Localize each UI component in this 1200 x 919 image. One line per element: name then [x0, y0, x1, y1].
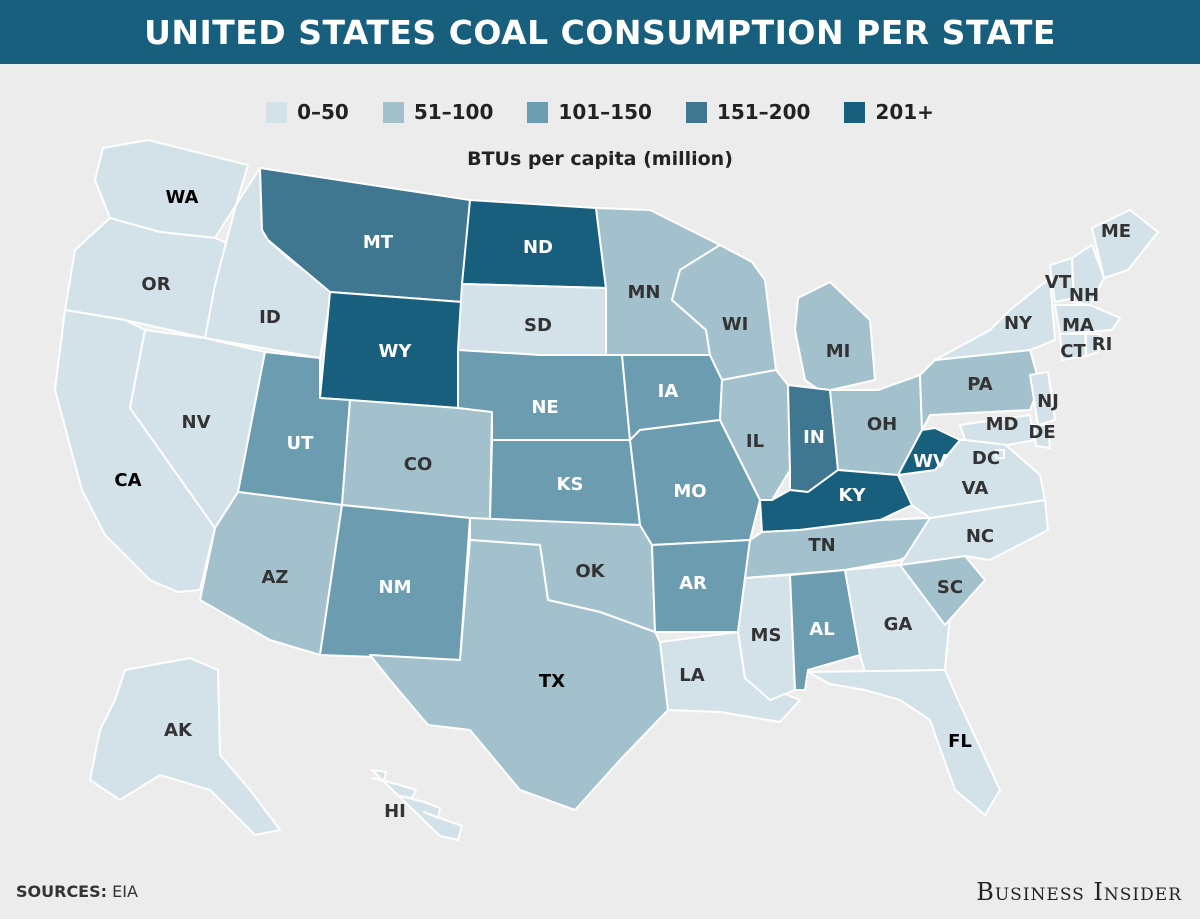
state-label-nd: ND: [523, 237, 553, 258]
legend-label: 201+: [875, 100, 934, 124]
state-label-md: MD: [986, 414, 1019, 435]
state-nj: [1029, 371, 1056, 426]
state-label-nh: NH: [1069, 285, 1099, 306]
legend-label: 101–150: [558, 100, 652, 124]
legend-item: 201+: [844, 100, 934, 124]
legend-label: 51–100: [413, 100, 494, 124]
state-md: [959, 414, 1035, 446]
state-label-me: ME: [1101, 221, 1131, 242]
state-label-ak: AK: [164, 720, 193, 741]
legend: 0–50 51–100 101–150 151–200 201+: [0, 100, 1200, 124]
legend-label: 151–200: [716, 100, 811, 124]
state-label-nj: NJ: [1037, 391, 1059, 412]
legend-item: 101–150: [527, 100, 652, 124]
state-label-ca: CA: [114, 470, 141, 491]
state-label-ar: AR: [679, 573, 707, 594]
state-label-nc: NC: [966, 526, 994, 547]
state-ma: [1054, 304, 1121, 335]
legend-item: 151–200: [685, 100, 811, 124]
state-label-mi: MI: [826, 341, 851, 362]
state-tx: [369, 539, 669, 811]
state-label-co: CO: [404, 454, 433, 475]
state-label-ut: UT: [287, 433, 315, 454]
state-label-ks: KS: [557, 474, 584, 495]
state-label-al: AL: [809, 619, 834, 640]
state-label-mn: MN: [628, 282, 661, 303]
state-label-la: LA: [679, 665, 704, 686]
state-label-vt: VT: [1045, 272, 1072, 293]
state-label-nv: NV: [182, 412, 211, 433]
state-ak: [89, 657, 281, 836]
legend-item: 51–100: [382, 100, 494, 124]
title-bar: UNITED STATES COAL CONSUMPTION PER STATE: [0, 0, 1200, 64]
state-label-ct: CT: [1060, 341, 1086, 362]
state-label-ri: RI: [1092, 334, 1113, 355]
state-ca: [54, 309, 216, 593]
state-hi: [371, 769, 463, 841]
state-label-mt: MT: [363, 232, 394, 253]
state-label-wy: WY: [379, 341, 413, 362]
legend-label: 0–50: [297, 100, 349, 124]
state-label-ky: KY: [839, 485, 867, 506]
state-label-pa: PA: [967, 374, 993, 395]
legend-swatch: [844, 101, 866, 123]
legend-swatch: [527, 101, 549, 123]
us-map: WA OR CA ID NV MT WY UT AZ CO NM ND SD NE KS OK TX MN IA MO…: [54, 139, 1159, 841]
state-label-ga: GA: [884, 614, 913, 635]
state-label-tn: TN: [808, 535, 835, 556]
legend-swatch: [685, 101, 707, 123]
legend-item: 0–50: [266, 100, 349, 124]
state-label-ma: MA: [1062, 315, 1094, 336]
map-title: UNITED STATES COAL CONSUMPTION PER STATE: [144, 12, 1056, 52]
state-fl: [807, 669, 1001, 816]
state-ar: [651, 539, 751, 633]
footer: SOURCES: EIA Business Insider: [0, 866, 1200, 919]
state-label-wv: WV: [913, 451, 947, 472]
state-label-fl: FL: [948, 731, 972, 752]
state-label-hi: HI: [384, 801, 406, 822]
state-nh: [1071, 244, 1105, 306]
state-label-il: IL: [746, 431, 764, 452]
state-label-ny: NY: [1004, 313, 1033, 334]
state-label-sc: SC: [937, 577, 963, 598]
state-label-id: ID: [259, 307, 281, 328]
source-label: SOURCES:: [16, 882, 108, 901]
state-label-ms: MS: [751, 625, 782, 646]
state-label-in: IN: [803, 427, 825, 448]
legend-swatch: [382, 101, 404, 123]
state-label-mo: MO: [673, 481, 706, 502]
state-label-nm: NM: [379, 577, 412, 598]
state-mi: [794, 281, 876, 393]
legend-swatch: [266, 101, 288, 123]
state-label-sd: SD: [524, 315, 552, 336]
state-label-ne: NE: [531, 397, 558, 418]
state-wv: [897, 427, 961, 476]
source-value: EIA: [112, 882, 138, 901]
state-label-dc: DC: [972, 448, 1000, 469]
state-label-or: OR: [141, 274, 170, 295]
state-label-wa: WA: [166, 187, 199, 208]
state-label-de: DE: [1028, 422, 1055, 443]
source-note: SOURCES: EIA: [16, 882, 138, 901]
state-label-va: VA: [962, 478, 989, 499]
brand-logo: Business Insider: [976, 878, 1182, 906]
state-label-ok: OK: [575, 561, 605, 582]
state-label-wi: WI: [722, 314, 749, 335]
state-label-tx: TX: [539, 671, 565, 692]
state-ny: [934, 277, 1056, 361]
unit-label: BTUs per capita (million): [467, 148, 733, 170]
state-de: [1033, 424, 1051, 449]
state-label-oh: OH: [867, 414, 897, 435]
state-label-ia: IA: [658, 381, 679, 402]
state-dc: [995, 449, 1005, 459]
state-ri: [1085, 333, 1101, 357]
state-label-az: AZ: [262, 567, 289, 588]
